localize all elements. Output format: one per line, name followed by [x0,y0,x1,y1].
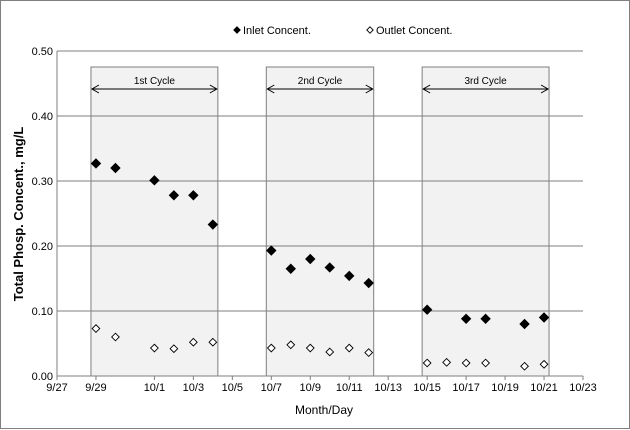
outlet-point-1 [111,332,120,342]
outlet-point-0 [91,324,101,333]
cycle-arrow-left-3 [422,84,431,94]
outlet-point-13 [442,357,452,367]
outlet-point-16 [520,361,529,371]
outlet-point-3 [169,344,179,354]
x-tick-label-5: 10/7 [261,382,282,394]
legend-marker-2 [366,26,374,34]
outlet-point-17 [539,359,549,369]
x-tick-label-8: 10/13 [374,382,402,394]
x-tick-label-9: 10/15 [413,382,441,394]
inlet-point-0 [90,158,102,169]
cycle-arrow-right-2 [365,84,374,94]
outlet-point-4 [188,337,198,347]
x-tick-label-10: 10/17 [452,382,480,394]
outlet-point-10 [344,343,354,353]
x-tick-label-11: 10/19 [491,382,519,394]
inlet-point-1 [110,162,121,174]
outlet-point-11 [364,348,374,358]
inlet-point-11 [363,277,374,289]
legend-marker-1 [233,26,241,34]
x-tick-label-13: 10/23 [569,382,597,394]
y-tick-label-5: 0.50 [32,46,53,58]
x-tick-label-6: 10/9 [300,382,321,394]
inlet-point-7 [285,263,296,274]
outlet-point-14 [461,358,471,368]
x-tick-label-12: 10/21 [530,382,558,394]
cycle-arrow-left-1 [90,84,100,94]
inlet-point-12 [421,304,433,315]
inlet-point-5 [207,219,219,230]
outlet-point-8 [305,343,315,353]
x-tick-label-2: 10/1 [144,382,165,394]
legend: Inlet Concent. Outlet Concent. [233,25,452,37]
outlet-point-12 [422,358,432,368]
y-tick-label-1: 0.10 [32,306,53,318]
cycle-label-3: 3rd Cycle [464,76,507,87]
cycle-arrow-left-2 [266,84,275,94]
x-tick-label-0: 9/27 [46,382,67,394]
inlet-point-6 [266,245,277,256]
x-tick-labels: 9/27 9/29 10/1 10/3 10/5 10/7 10/9 10/11 10/13 10… [46,376,597,394]
inlet-point-4 [188,190,199,201]
outlet-point-6 [266,343,276,353]
outlet-point-15 [481,358,491,368]
cycle-boxes: 1st Cycle 2nd Cycle 3rd Cycle [90,66,550,377]
cycle-arrow-right-1 [209,84,218,94]
cycle-label-1: 1st Cycle [134,76,176,87]
x-axis-title: Month/Day [295,403,353,417]
x-tick-label-4: 10/5 [222,382,243,394]
inlet-point-16 [538,312,550,323]
x-tick-label-7: 10/11 [336,382,363,394]
cycle-box-1 [90,66,219,377]
outlet-point-7 [286,340,296,350]
inlet-point-13 [460,313,472,325]
y-axis-title: Total Phosp. Concent., mg/L [11,127,26,302]
inlet-point-3 [168,190,180,201]
y-tick-label-3: 0.30 [32,176,53,188]
y-tick-label-0: 0.00 [32,371,53,383]
x-tick-label-1: 9/29 [85,382,106,394]
inlet-point-10 [344,270,355,282]
outlet-point-2 [149,343,159,353]
inlet-point-15 [519,318,530,330]
cycle-label-2: 2nd Cycle [298,76,343,87]
legend-entry-1: Inlet Concent. [243,25,311,37]
gridlines [57,50,583,312]
data-points [90,158,550,371]
x-tick-label-3: 10/3 [183,382,204,394]
inlet-point-9 [324,262,335,273]
axes [56,51,583,377]
y-tick-label-2: 0.20 [32,241,53,253]
inlet-point-14 [480,313,491,325]
inlet-point-8 [305,253,316,265]
inlet-point-2 [149,175,160,186]
y-tick-label-4: 0.40 [32,111,53,123]
cycle-box-3 [421,66,550,377]
legend-entry-2: Outlet Concent. [376,25,452,37]
y-tick-labels: 0.00 0.10 0.20 0.30 0.40 0.50 [32,46,53,383]
cycle-box-2 [265,66,375,377]
outlet-point-9 [325,347,335,357]
outlet-point-5 [208,337,218,347]
cycle-arrow-right-3 [540,84,550,94]
